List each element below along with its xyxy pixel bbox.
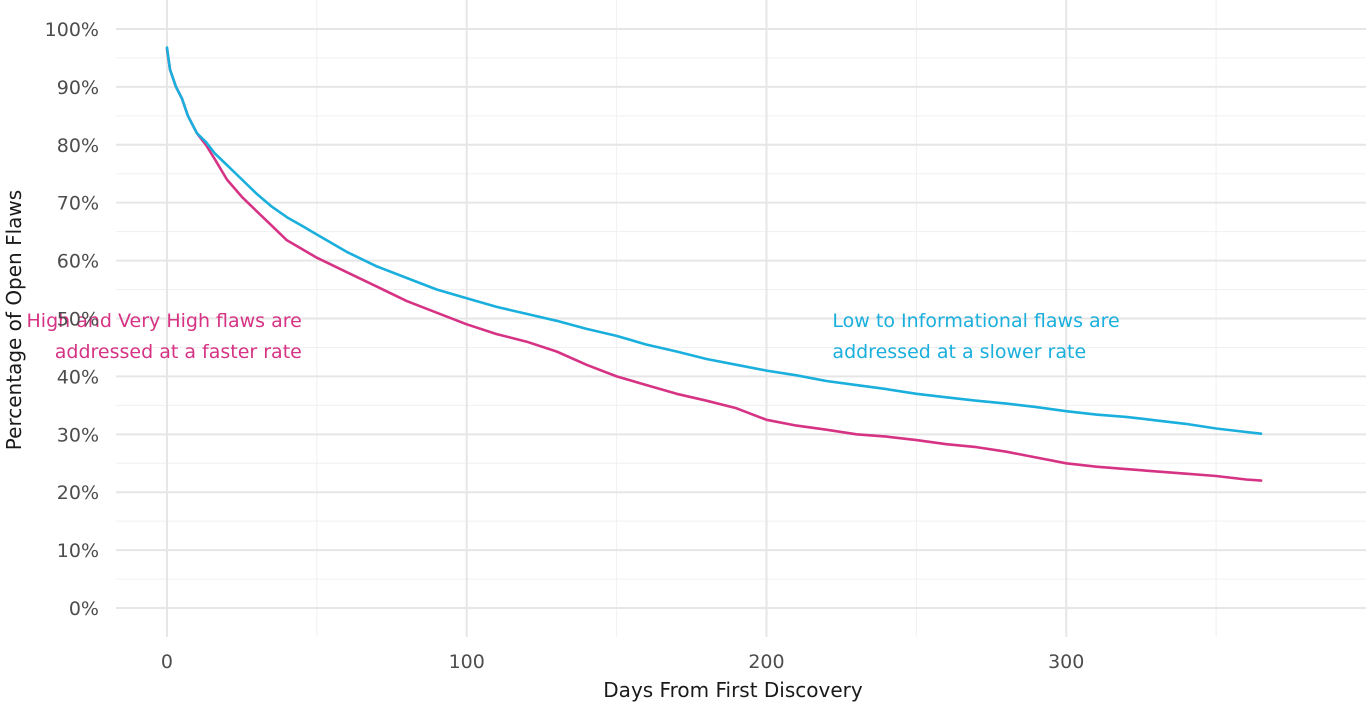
y-tick-label: 40% [57, 366, 99, 388]
y-axis-title: Percentage of Open Flaws [2, 190, 26, 450]
annotation-1-line-1: High and Very High flaws are [27, 310, 302, 332]
y-tick-label: 30% [57, 424, 99, 446]
x-axis-title: Days From First Discovery [603, 678, 863, 702]
y-axis-tick-labels: 0% 10% 20% 30% 40% 50% 60% 70% 80% 90% 100% [45, 19, 99, 620]
y-tick-label: 60% [57, 251, 99, 273]
series-line-2 [165, 46, 1263, 436]
series-line-1 [165, 47, 1263, 482]
annotation-1-line-2: addressed at a faster rate [55, 341, 302, 363]
series-lines [165, 46, 1263, 482]
annotation-2-line-1: Low to Informational flaws are [832, 310, 1119, 332]
y-tick-label: 80% [57, 135, 99, 157]
y-tick-label: 10% [57, 540, 99, 562]
y-tick-label: 20% [57, 482, 99, 504]
y-tick-label: 50% [57, 309, 99, 331]
major-gridlines [116, 0, 1366, 637]
y-tick-label: 70% [57, 193, 99, 215]
x-tick-label: 300 [1048, 651, 1084, 673]
x-axis-tick-labels: 0 100 200 300 [161, 651, 1084, 673]
x-tick-label: 0 [161, 651, 173, 673]
y-tick-label: 0% [69, 598, 99, 620]
annotation-2-line-2: addressed at a slower rate [832, 341, 1086, 363]
y-tick-label: 90% [57, 77, 99, 99]
annotations: High and Very High flaws are addressed at… [27, 310, 1120, 363]
x-tick-label: 100 [449, 651, 485, 673]
x-tick-label: 200 [748, 651, 784, 673]
y-tick-label: 100% [45, 19, 99, 41]
